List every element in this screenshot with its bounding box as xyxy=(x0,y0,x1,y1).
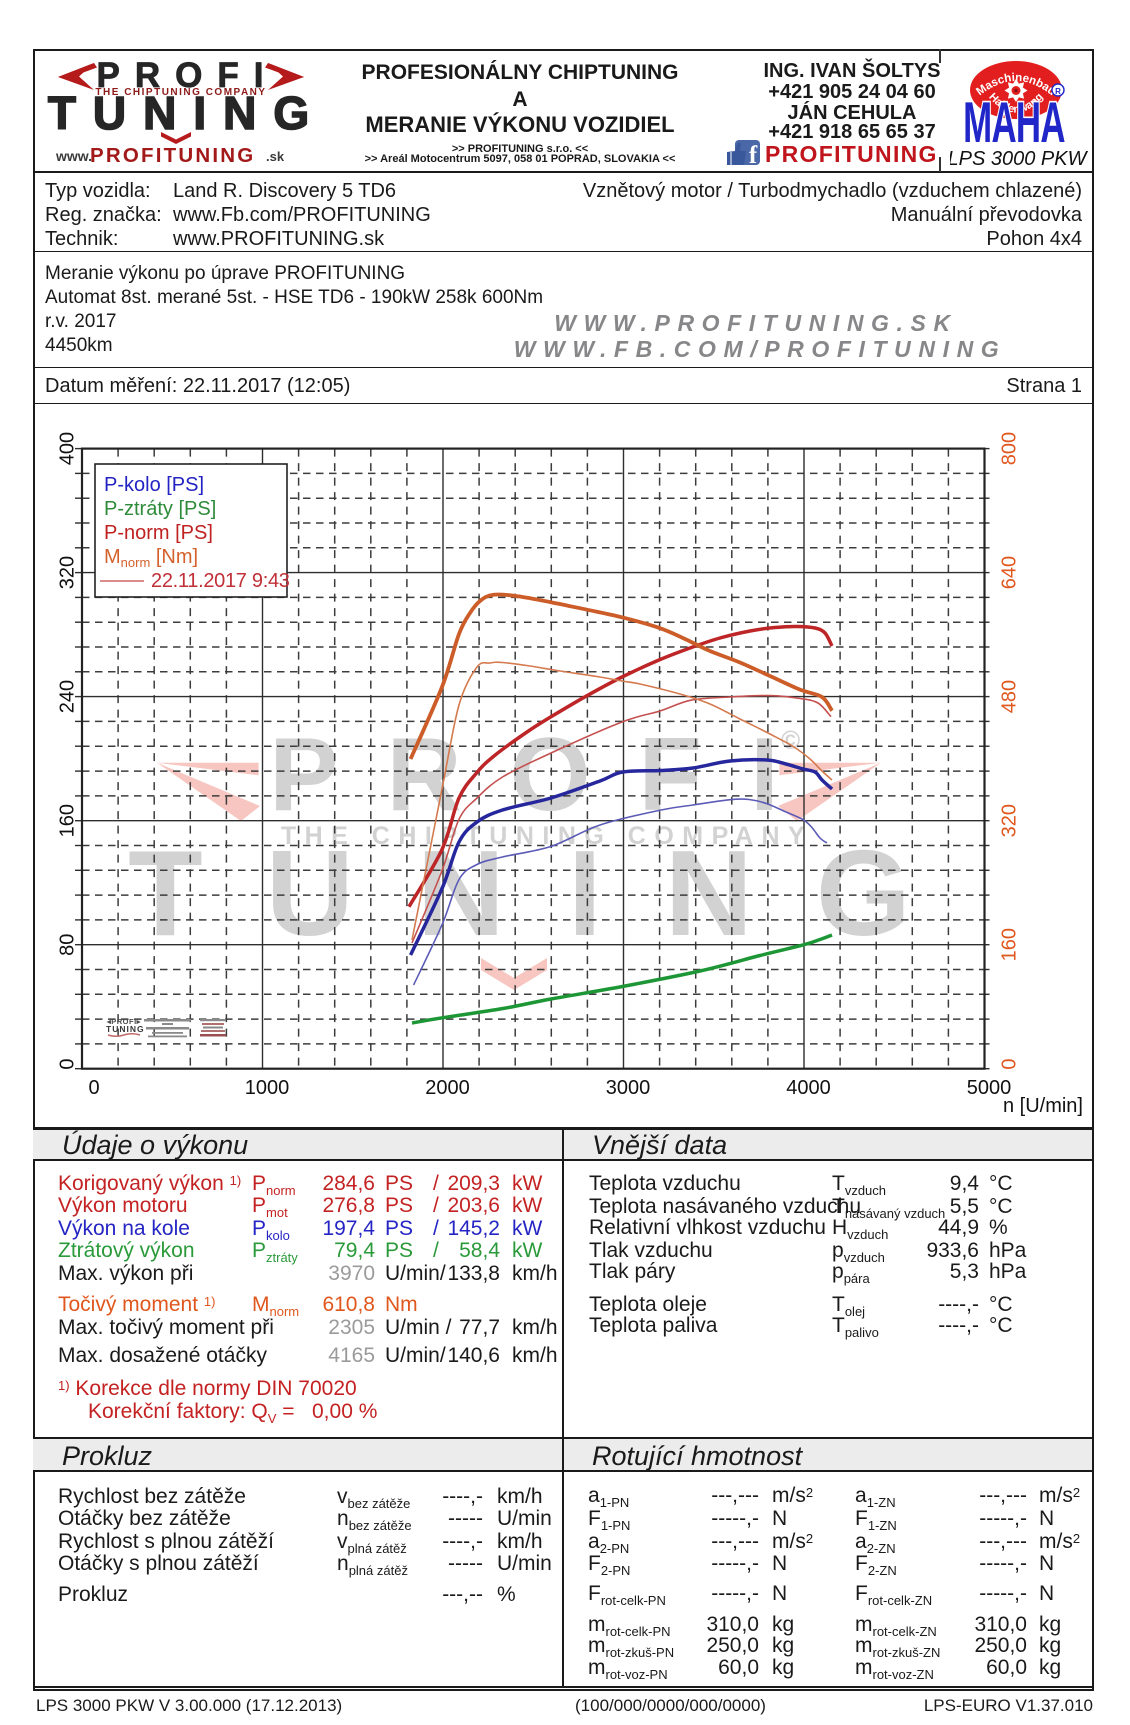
svg-text:3000: 3000 xyxy=(606,1077,651,1099)
svg-text:www.: www. xyxy=(55,148,92,164)
svg-text:1000: 1000 xyxy=(245,1077,290,1099)
svg-text:400: 400 xyxy=(56,432,78,465)
svg-text:n [U/min]: n [U/min] xyxy=(1003,1095,1083,1117)
svg-text:240: 240 xyxy=(56,680,78,713)
svg-text:5000: 5000 xyxy=(967,1077,1012,1099)
svg-text:TUNING: TUNING xyxy=(48,87,326,139)
svg-text:320: 320 xyxy=(56,556,78,589)
svg-text:22.11.2017 9:43: 22.11.2017 9:43 xyxy=(151,570,290,592)
svg-text:PROFITUNING: PROFITUNING xyxy=(90,144,255,167)
svg-text:0: 0 xyxy=(998,1058,1020,1069)
svg-text:800: 800 xyxy=(998,432,1020,465)
svg-text:PROFI: PROFI xyxy=(97,56,279,95)
svg-text:.sk: .sk xyxy=(266,149,285,164)
svg-text:160: 160 xyxy=(998,928,1020,961)
svg-text:640: 640 xyxy=(998,556,1020,589)
svg-text:320: 320 xyxy=(998,804,1020,837)
svg-text:160: 160 xyxy=(56,804,78,837)
svg-text:2000: 2000 xyxy=(425,1077,470,1099)
svg-text:TUNING: TUNING xyxy=(106,1024,145,1034)
svg-text:Mnorm [Nm]: Mnorm [Nm] xyxy=(104,546,198,570)
svg-text:480: 480 xyxy=(998,680,1020,713)
svg-text:©: © xyxy=(781,725,800,755)
svg-text:THE CHIPTUNING COMPANY: THE CHIPTUNING COMPANY xyxy=(95,87,266,98)
svg-text:PROFI: PROFI xyxy=(269,717,827,833)
svg-text:P-ztráty [PS]: P-ztráty [PS] xyxy=(104,498,216,520)
svg-text:f: f xyxy=(749,142,758,167)
svg-text:◂PROFI▸: ◂PROFI▸ xyxy=(106,1017,142,1026)
svg-text:MAHA: MAHA xyxy=(963,91,1065,155)
svg-text:4000: 4000 xyxy=(786,1077,831,1099)
svg-text:0: 0 xyxy=(56,1058,78,1069)
svg-text:LPS 3000 PKW: LPS 3000 PKW xyxy=(950,148,1089,170)
svg-text:0: 0 xyxy=(88,1077,99,1099)
svg-text:P-kolo [PS]: P-kolo [PS] xyxy=(104,474,204,496)
svg-text:P-norm [PS]: P-norm [PS] xyxy=(104,522,213,544)
svg-text:TUNING: TUNING xyxy=(128,825,974,961)
svg-text:R: R xyxy=(1055,87,1061,96)
svg-text:80: 80 xyxy=(56,934,78,956)
svg-text:PROFITUNING: PROFITUNING xyxy=(765,141,938,167)
